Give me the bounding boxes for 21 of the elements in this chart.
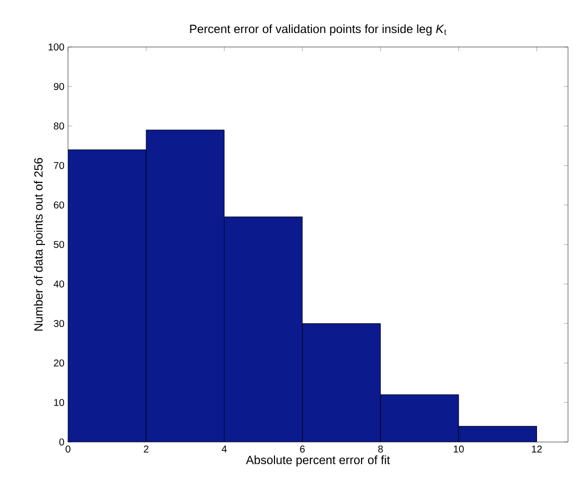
- y-tick-label: 40: [54, 280, 64, 288]
- x-tick-label: 2: [144, 446, 148, 452]
- y-tick-label: 30: [54, 320, 64, 328]
- x-tick-label: 10: [454, 446, 464, 453]
- y-tick-label: 90: [54, 82, 64, 90]
- y-tick-label: 10: [54, 398, 64, 406]
- y-tick-label: 70: [54, 162, 64, 170]
- y-tick-label: 0: [59, 438, 64, 446]
- x-tick-label: 8: [378, 446, 383, 453]
- x-tick-label: 0: [66, 446, 70, 453]
- y-tick-label: 50: [54, 240, 64, 248]
- y-tick-label: 20: [54, 359, 64, 367]
- x-axis-title: Absolute percent error of fit: [246, 455, 390, 467]
- y-tick-label: 100: [48, 43, 64, 51]
- y-axis-title: Number of data points out of 256: [34, 158, 46, 331]
- chart-title: Percent error of validation points for inside leg K$_{t}$: [190, 24, 446, 36]
- y-tick-label: 80: [54, 122, 64, 130]
- x-tick-label: 12: [532, 446, 542, 452]
- x-tick-label: 6: [300, 446, 305, 453]
- x-tick-label: 4: [222, 446, 227, 452]
- y-tick-label: 60: [54, 201, 64, 209]
